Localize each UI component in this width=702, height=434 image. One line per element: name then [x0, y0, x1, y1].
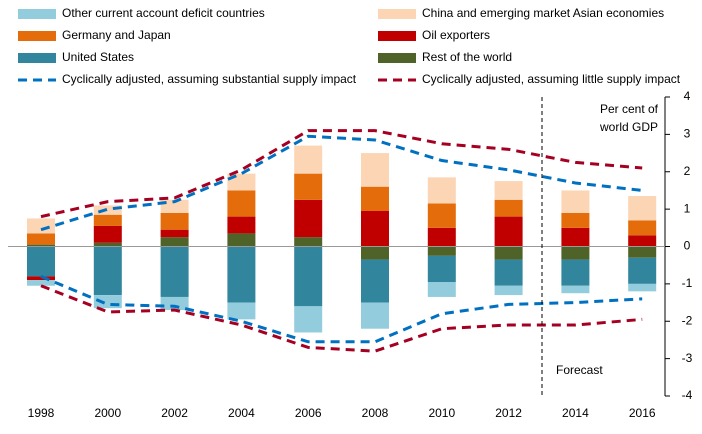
- bar: [160, 199, 189, 213]
- bar: [427, 203, 456, 228]
- bar: [427, 255, 456, 283]
- bar: [427, 227, 456, 247]
- axis-label: Per cent of: [600, 102, 659, 116]
- bar: [160, 246, 189, 297]
- bar: [93, 225, 122, 243]
- legend-label: Germany and Japan: [62, 28, 171, 42]
- bar: [494, 285, 523, 296]
- legend-swatch: [18, 31, 56, 41]
- bar: [227, 216, 256, 234]
- x-tick-label: 2006: [295, 406, 322, 420]
- legend-swatch: [378, 53, 416, 63]
- y-tick-label: 3: [684, 127, 691, 141]
- bar: [27, 218, 55, 234]
- x-tick-label: 1998: [28, 406, 55, 420]
- legend-label: Other current account deficit countries: [62, 6, 265, 20]
- bar: [628, 257, 657, 284]
- dashed-line: [40, 129, 643, 219]
- bar: [93, 242, 122, 247]
- bar: [561, 285, 590, 294]
- bar: [160, 212, 189, 230]
- bar: [227, 246, 256, 303]
- bar: [27, 233, 55, 245]
- x-tick-label: 2004: [228, 406, 255, 420]
- y-tick-label: -4: [682, 388, 693, 402]
- bar: [427, 177, 456, 204]
- legend-swatch: [378, 9, 416, 19]
- y-tick-label: 1: [684, 201, 691, 215]
- bar: [628, 235, 657, 247]
- legend-label: United States: [62, 50, 134, 64]
- bar: [427, 282, 456, 297]
- axis-label: world GDP: [599, 120, 658, 134]
- bar: [294, 173, 323, 200]
- bar: [27, 244, 55, 247]
- bar: [294, 199, 323, 238]
- bar: [361, 259, 389, 303]
- bar: [561, 212, 590, 228]
- bar: [294, 237, 323, 247]
- bar: [494, 181, 523, 200]
- dashed-line: [40, 134, 643, 232]
- x-tick-label: 2014: [562, 406, 589, 420]
- bar: [27, 246, 55, 277]
- x-tick-label: 2012: [495, 406, 522, 420]
- bar: [361, 302, 389, 329]
- bar: [27, 276, 55, 281]
- bar: [93, 214, 122, 226]
- bar: [227, 190, 256, 217]
- bar: [93, 205, 122, 215]
- bar: [227, 233, 256, 247]
- bar: [361, 210, 389, 247]
- y-tick-label: 4: [684, 89, 691, 103]
- bar: [160, 229, 189, 238]
- bar: [561, 259, 590, 286]
- x-tick-label: 2002: [161, 406, 188, 420]
- bar: [494, 246, 523, 260]
- legend-swatch: [18, 9, 56, 19]
- bar: [93, 246, 122, 296]
- x-tick-label: 2000: [94, 406, 121, 420]
- forecast-label: Forecast: [556, 363, 603, 377]
- bar: [628, 283, 657, 292]
- bar: [160, 237, 189, 247]
- bar: [361, 186, 389, 211]
- dashed-line: [40, 275, 643, 344]
- bar: [628, 220, 657, 236]
- bar: [294, 246, 323, 307]
- bar: [361, 153, 389, 187]
- bar: [561, 190, 590, 213]
- legend-swatch: [18, 53, 56, 63]
- bar: [561, 227, 590, 247]
- bar: [294, 306, 323, 333]
- x-tick-label: 2010: [428, 406, 455, 420]
- bar: [294, 145, 323, 174]
- bar: [494, 259, 523, 286]
- legend-swatch: [378, 31, 416, 41]
- x-tick-label: 2016: [629, 406, 656, 420]
- legend-label: Oil exporters: [422, 28, 490, 42]
- bar: [561, 246, 590, 260]
- legend-label: China and emerging market Asian economie…: [422, 6, 664, 20]
- bar: [628, 196, 657, 221]
- legend-label: Rest of the world: [422, 50, 512, 64]
- legend-label: Cyclically adjusted, assuming substantia…: [62, 72, 357, 86]
- y-tick-label: 2: [684, 164, 691, 178]
- bar: [361, 246, 389, 260]
- y-tick-label: -2: [682, 313, 693, 327]
- y-tick-label: -3: [682, 351, 693, 365]
- bar: [494, 216, 523, 247]
- x-tick-label: 2008: [362, 406, 389, 420]
- bar: [27, 280, 55, 286]
- bar: [628, 246, 657, 258]
- legend-label: Cyclically adjusted, assuming little sup…: [422, 72, 681, 86]
- y-tick-label: -1: [682, 276, 693, 290]
- dashed-line: [40, 284, 643, 353]
- bar: [160, 296, 189, 311]
- bar: [427, 246, 456, 256]
- y-tick-label: 0: [684, 239, 691, 253]
- bar: [494, 199, 523, 217]
- bar: [227, 302, 256, 320]
